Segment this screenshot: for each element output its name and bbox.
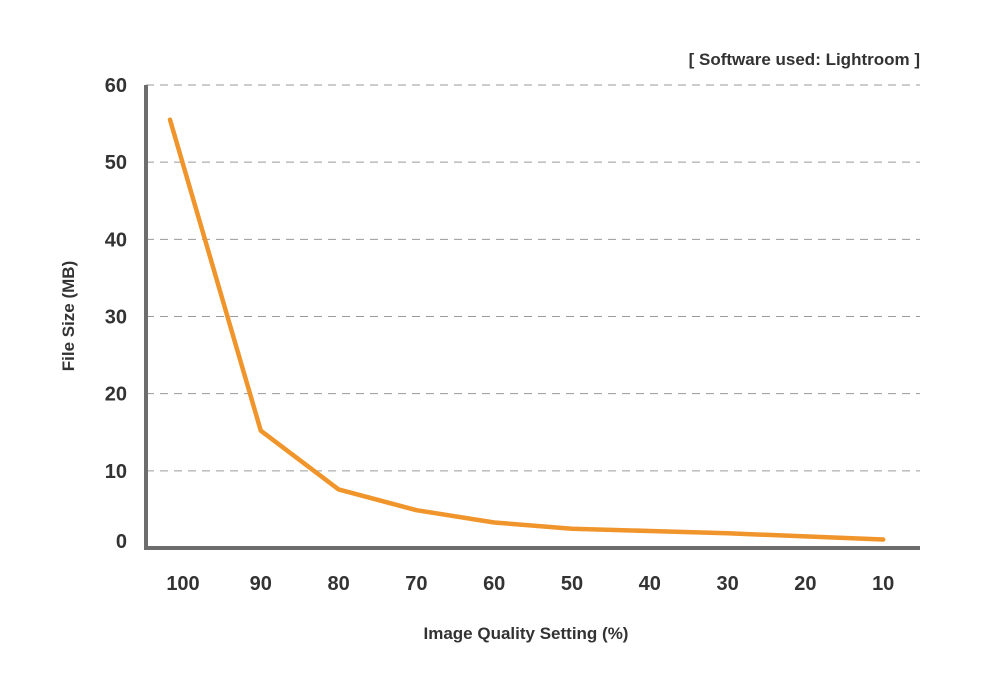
y-tick-label: 0 (116, 531, 127, 553)
x-tick-label: 40 (639, 573, 661, 595)
x-tick-label: 10 (872, 573, 894, 595)
x-tick-label: 70 (405, 573, 427, 595)
y-tick-label: 20 (105, 384, 127, 406)
chart-note: [ Software used: Lightroom ] (688, 50, 920, 69)
y-tick-label: 10 (105, 461, 127, 483)
y-tick-label: 60 (105, 75, 127, 97)
series-line (167, 117, 886, 542)
y-tick-label: 30 (105, 307, 127, 329)
x-tick-label: 60 (483, 573, 505, 595)
x-tick-label: 80 (327, 573, 349, 595)
y-tick-label: 40 (105, 229, 127, 251)
x-tick-label: 20 (794, 573, 816, 595)
x-tick-label: 90 (250, 573, 272, 595)
y-tick-label: 50 (105, 152, 127, 174)
x-tick-label: 100 (166, 573, 199, 595)
x-tick-label: 30 (716, 573, 738, 595)
x-tick-label: 50 (561, 573, 583, 595)
x-axis-label: Image Quality Setting (%) (423, 624, 629, 643)
